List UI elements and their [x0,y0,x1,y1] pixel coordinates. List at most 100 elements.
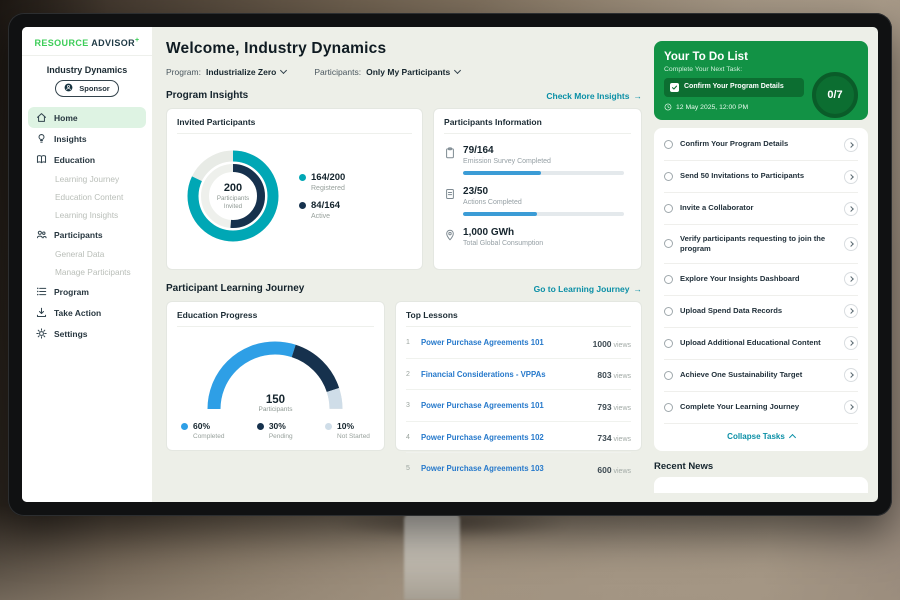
lesson-row: 3 Power Purchase Agreements 101 793 view… [405,390,631,422]
program-insights-header: Program Insights Check More Insights → [166,90,642,101]
actions-completed-label: Actions Completed [463,199,522,206]
sidebar-item-label: Education Content [55,192,124,202]
task-label: Upload Spend Data Records [680,305,783,315]
task-row[interactable]: Upload Spend Data Records [664,296,858,328]
education-progress-card: Education Progress 150 Participants [166,301,385,451]
lesson-row: 1 Power Purchase Agreements 101 1000 vie… [405,327,631,359]
gauge-center-label: Participants [258,406,293,413]
sidebar-item-education-content[interactable]: Education Content [28,188,146,206]
lesson-link[interactable]: Power Purchase Agreements 102 [420,432,544,442]
legend-item-not-started: 10% Not Started [325,421,370,440]
participants-filter-value: Only My Participants [366,67,451,77]
emission-survey-label: Emission Survey Completed [463,158,551,165]
go-to-learning-journey-link[interactable]: Go to Learning Journey → [534,284,642,294]
task-checkbox[interactable] [664,140,673,149]
sidebar-item-insights[interactable]: Insights [28,128,146,149]
todo-summary-card: Your To Do List Complete Your Next Task:… [654,41,868,120]
chevron-right-icon [847,205,854,212]
registered-dot [299,174,306,181]
sidebar-item-take-action[interactable]: Take Action [28,302,146,323]
program-insights-cards: Invited Participants 200 Participants In… [166,108,642,270]
task-open-button[interactable] [844,400,858,414]
home-icon [36,112,47,123]
task-checkbox[interactable] [664,274,673,284]
learning-journey-title: Participant Learning Journey [166,283,305,294]
app-logo: RESOURCE ADVISOR+ [22,37,152,56]
sidebar-item-education[interactable]: Education [28,149,146,170]
sponsor-badge[interactable]: Sponsor [55,80,119,97]
task-checkbox[interactable] [664,338,673,348]
task-row[interactable]: Achieve One Sustainability Target [664,360,858,392]
participants-information-card: Participants Information 79/164 Emission… [433,108,642,270]
arrow-right-icon: → [633,90,643,101]
lesson-rank: 4 [405,433,410,441]
monitor-stand [404,512,460,600]
lesson-link[interactable]: Power Purchase Agreements 103 [420,464,544,473]
sidebar-item-program[interactable]: Program [28,281,146,302]
task-open-button[interactable] [844,236,858,251]
sidebar-item-learning-insights[interactable]: Learning Insights [28,206,146,224]
sidebar-item-label: General Data [55,249,105,259]
task-checkbox[interactable] [664,239,673,249]
lesson-link[interactable]: Power Purchase Agreements 101 [420,338,544,347]
task-open-button[interactable] [844,368,858,382]
actions-completed-value: 23/50 [463,186,489,197]
lesson-views: 793 [597,401,612,412]
task-row[interactable]: Explore Your Insights Dashboard [664,264,858,296]
task-row[interactable]: Complete Your Learning Journey [664,392,858,424]
task-open-button[interactable] [844,137,858,152]
lesson-link[interactable]: Power Purchase Agreements 101 [420,401,544,410]
recent-news-card [654,476,868,493]
participants-filter[interactable]: Participants: Only My Participants [314,66,462,77]
legend-item-registered: 164/200 Registered [299,172,345,192]
task-open-button[interactable] [844,304,858,318]
document-icon [444,187,456,199]
todo-subtitle: Complete Your Next Task: [664,66,743,73]
task-checkbox[interactable] [664,204,673,213]
next-task-checkbox[interactable] [670,83,679,92]
sidebar-item-manage-participants[interactable]: Manage Participants [28,263,146,281]
lesson-link[interactable]: Financial Considerations - VPPAs [420,369,546,379]
next-task-label: Confirm Your Program Details [684,83,784,91]
collapse-tasks-button[interactable]: Collapse Tasks [664,424,858,450]
sidebar-item-label: Insights [54,133,87,144]
sidebar: RESOURCE ADVISOR+ Industry Dynamics Spon… [22,27,152,502]
chevron-right-icon [847,240,854,247]
sidebar-nav: Home Insights Education Learning Journey… [22,104,152,347]
lesson-rank: 5 [405,465,410,472]
next-task-due: 12 May 2025, 12:00 PM [664,103,858,111]
check-more-insights-link[interactable]: Check More Insights → [546,91,642,101]
sidebar-item-learning-journey[interactable]: Learning Journey [28,170,146,188]
program-filter-value: Industrialize Zero [205,67,277,77]
task-row[interactable]: Invite a Collaborator [664,193,858,225]
task-checkbox[interactable] [664,172,673,181]
program-filter[interactable]: Program: Industrialize Zero [166,66,288,77]
task-open-button[interactable] [844,201,858,216]
invited-participants-card: Invited Participants 200 Participants In… [166,108,424,270]
chevron-down-icon [280,66,288,75]
registered-value: 164/200 [311,172,346,183]
task-row[interactable]: Confirm Your Program Details [664,129,858,161]
task-row[interactable]: Upload Additional Educational Content [664,328,858,360]
chevron-right-icon [847,173,854,180]
sidebar-item-home[interactable]: Home [28,107,146,128]
pending-label: Pending [268,433,293,440]
sidebar-item-settings[interactable]: Settings [28,323,146,344]
todo-progress-badge: 0/7 [812,72,858,118]
task-checkbox[interactable] [664,306,673,316]
next-task-pill[interactable]: Confirm Your Program Details [664,78,804,97]
book-icon [36,154,47,165]
logo-advisor: ADVISOR [91,38,136,48]
sidebar-item-participants[interactable]: Participants [28,224,146,245]
chevron-right-icon [847,404,854,410]
task-open-button[interactable] [844,272,858,286]
completed-label: Completed [193,433,225,440]
task-checkbox[interactable] [664,370,673,380]
task-checkbox[interactable] [664,402,673,412]
task-row[interactable]: Send 50 Invitations to Participants [664,161,858,193]
task-row[interactable]: Verify participants requesting to join t… [664,225,858,264]
task-open-button[interactable] [844,336,858,350]
sidebar-item-general-data[interactable]: General Data [28,245,146,263]
task-open-button[interactable] [844,169,858,184]
sidebar-item-label: Learning Journey [55,174,120,184]
